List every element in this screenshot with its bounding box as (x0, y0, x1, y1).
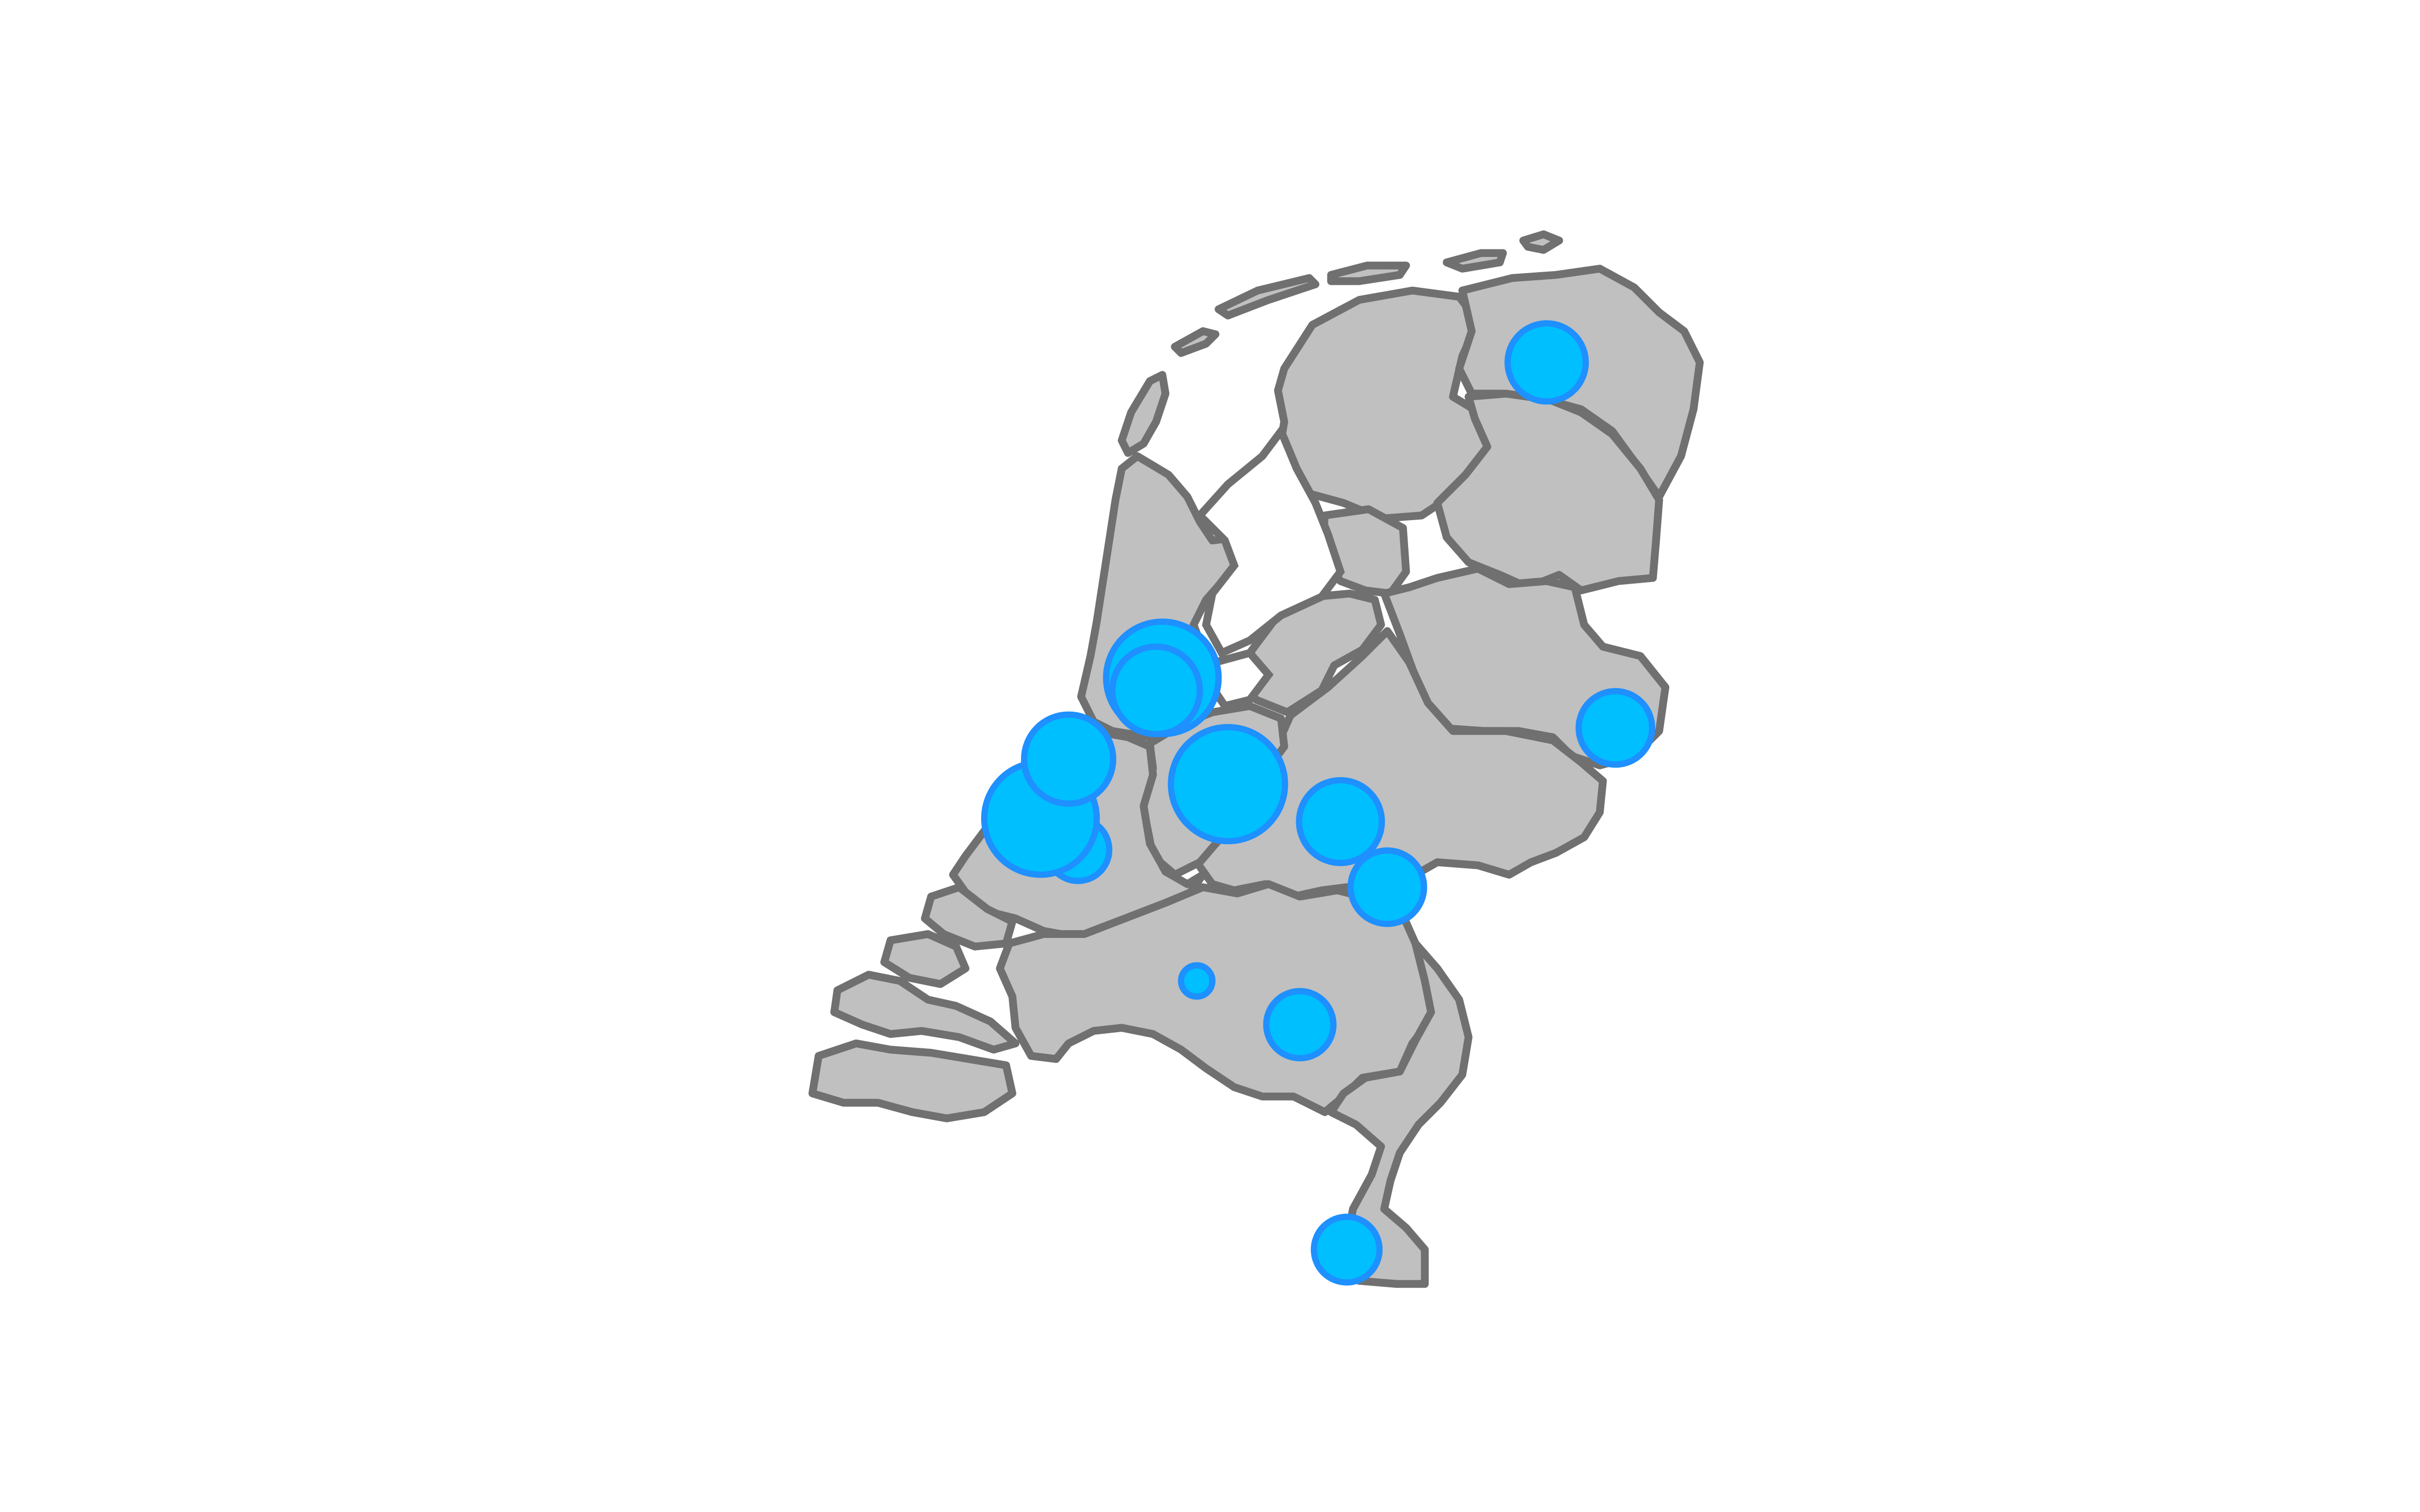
island-schiermonnikoog (1442, 249, 1507, 273)
island-ameland (1327, 262, 1410, 285)
bubble-arnhem[interactable] (1296, 777, 1385, 866)
island-terschelling (1215, 274, 1319, 320)
bubble-haarlem[interactable] (1021, 711, 1117, 807)
province-drenthe (1433, 390, 1663, 595)
bubble-maastricht[interactable] (1310, 1214, 1383, 1286)
island-texel (1118, 371, 1170, 457)
bubble-nijmegen[interactable] (1347, 847, 1427, 927)
bubble-amsterdam-2[interactable] (1109, 643, 1203, 737)
bubble-layer (981, 320, 1656, 1286)
bubble-tilburg[interactable] (1178, 962, 1216, 1000)
island-rottumeroog (1519, 230, 1563, 254)
bubble-utrecht[interactable] (1168, 724, 1288, 845)
bubble-groningen[interactable] (1504, 320, 1589, 405)
province-zeeland (808, 883, 1019, 1122)
bubble-eindhoven[interactable] (1263, 988, 1337, 1061)
inland-water (1194, 423, 1345, 711)
bubble-enschede[interactable] (1576, 688, 1656, 768)
island-vlieland (1171, 327, 1220, 357)
ijsselmeer (1194, 423, 1345, 658)
wadden-islands (1118, 230, 1563, 457)
